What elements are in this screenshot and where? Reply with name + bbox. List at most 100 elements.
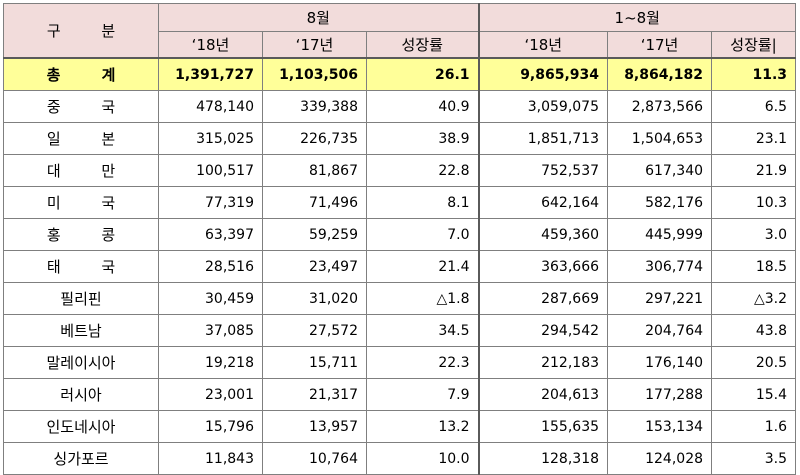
header-period-month: 8월 [157,3,480,32]
month-2017: 21,317 [262,378,367,411]
total-cumulative-growth: 11.3 [711,57,797,91]
country-name: 싱가포르 [3,442,159,475]
country-name: 홍 콩 [3,218,159,251]
country-rows: 중 국 478,140 339,388 40.9 3,059,075 2,873,566 6… [3,90,797,475]
cumulative-2017: 177,288 [607,378,713,411]
country-name: 일 본 [3,122,159,155]
cumulative-2018: 155,635 [477,410,609,443]
cumulative-2018: 752,537 [477,154,609,187]
month-growth: 21.4 [365,250,480,283]
header-period-cumulative: 1~8월 [477,3,797,32]
table-row: 미 국 77,319 71,496 8.1 642,164 582,176 10.3 [3,186,797,219]
table-row: 홍 콩 63,397 59,259 7.0 459,360 445,999 3.0 [3,218,797,251]
total-month-growth: 26.1 [365,57,480,91]
month-growth: 13.2 [365,410,480,443]
cumulative-2018: 642,164 [477,186,609,219]
month-2018: 28,516 [158,250,263,283]
cumulative-2017: 124,028 [607,442,713,475]
table-row: 일 본 315,025 226,735 38.9 1,851,713 1,504,653 2… [3,122,797,155]
header-category: 구 분 [3,3,159,59]
cumulative-2018: 204,613 [477,378,609,411]
cumulative-growth: 18.5 [711,250,797,283]
table-row: 베트남 37,085 27,572 34.5 294,542 204,764 43.8 [3,314,797,347]
cumulative-growth: 23.1 [711,122,797,155]
month-2018: 11,843 [158,442,263,475]
cumulative-2018: 363,666 [477,250,609,283]
total-month-2017: 1,103,506 [262,57,367,91]
cumulative-growth: △3.2 [711,282,797,315]
cumulative-2017: 176,140 [607,346,713,379]
month-growth: 38.9 [365,122,480,155]
month-growth: 34.5 [365,314,480,347]
table-row: 필리핀 30,459 31,020 △1.8 287,669 297,221 △3.2 [3,282,797,315]
header-col-2017-cumulative: ‘17년 [607,31,713,59]
cumulative-growth: 3.5 [711,442,797,475]
month-growth: 22.8 [365,154,480,187]
country-name: 미 국 [3,186,159,219]
cumulative-growth: 21.9 [711,154,797,187]
header-col-2018: ‘18년 [158,31,263,59]
cumulative-2017: 445,999 [607,218,713,251]
month-2017: 15,711 [262,346,367,379]
total-cumulative-2018: 9,865,934 [477,57,609,91]
month-2017: 31,020 [262,282,367,315]
month-2018: 19,218 [158,346,263,379]
month-2018: 63,397 [158,218,263,251]
total-month-2018: 1,391,727 [158,57,263,91]
header-col-2017: ‘17년 [262,31,367,59]
header-col-2018-cumulative: ‘18년 [477,31,609,59]
table-row: 러시아 23,001 21,317 7.9 204,613 177,288 15.4 [3,378,797,411]
month-growth: 7.0 [365,218,480,251]
cumulative-2018: 294,542 [477,314,609,347]
month-2017: 71,496 [262,186,367,219]
cumulative-growth: 3.0 [711,218,797,251]
country-name: 태 국 [3,250,159,283]
country-name: 인도네시아 [3,410,159,443]
month-2018: 100,517 [158,154,263,187]
cumulative-growth: 10.3 [711,186,797,219]
month-growth: 8.1 [365,186,480,219]
table-row: 말레이시아 19,218 15,711 22.3 212,183 176,140 20.5 [3,346,797,379]
table-row: 인도네시아 15,796 13,957 13.2 155,635 153,134 1.6 [3,410,797,443]
cumulative-2018: 1,851,713 [477,122,609,155]
table-row: 대 만 100,517 81,867 22.8 752,537 617,340 21.9 [3,154,797,187]
cumulative-growth: 6.5 [711,90,797,123]
month-2017: 10,764 [262,442,367,475]
country-name: 베트남 [3,314,159,347]
header-col-growth-cumulative: 성장률| [711,31,797,59]
header-col-growth: 성장률 [365,31,480,59]
statistics-table: 구 분 8월 1~8월 ‘18년 ‘17년 성장률 ‘18년 ‘17년 성장률|… [3,3,797,475]
month-2017: 81,867 [262,154,367,187]
month-2018: 315,025 [158,122,263,155]
month-2018: 30,459 [158,282,263,315]
month-growth: 7.9 [365,378,480,411]
month-growth: △1.8 [365,282,480,315]
country-name: 필리핀 [3,282,159,315]
header-row-periods: 구 분 8월 1~8월 [3,3,797,59]
month-2018: 23,001 [158,378,263,411]
month-growth: 22.3 [365,346,480,379]
cumulative-2018: 459,360 [477,218,609,251]
cumulative-2017: 2,873,566 [607,90,713,123]
cumulative-2018: 287,669 [477,282,609,315]
cumulative-2017: 153,134 [607,410,713,443]
cumulative-2018: 212,183 [477,346,609,379]
month-2017: 339,388 [262,90,367,123]
total-row: 총 계 1,391,727 1,103,506 26.1 9,865,934 8… [3,57,797,91]
month-2018: 478,140 [158,90,263,123]
cumulative-growth: 43.8 [711,314,797,347]
cumulative-2018: 128,318 [477,442,609,475]
cumulative-2017: 306,774 [607,250,713,283]
cumulative-2017: 617,340 [607,154,713,187]
cumulative-2017: 297,221 [607,282,713,315]
month-2017: 226,735 [262,122,367,155]
cumulative-growth: 1.6 [711,410,797,443]
month-2017: 59,259 [262,218,367,251]
month-2017: 23,497 [262,250,367,283]
table-row: 중 국 478,140 339,388 40.9 3,059,075 2,873,566 6… [3,90,797,123]
month-2018: 37,085 [158,314,263,347]
total-label: 총 계 [3,57,159,91]
month-2018: 15,796 [158,410,263,443]
month-2018: 77,319 [158,186,263,219]
cumulative-2017: 1,504,653 [607,122,713,155]
